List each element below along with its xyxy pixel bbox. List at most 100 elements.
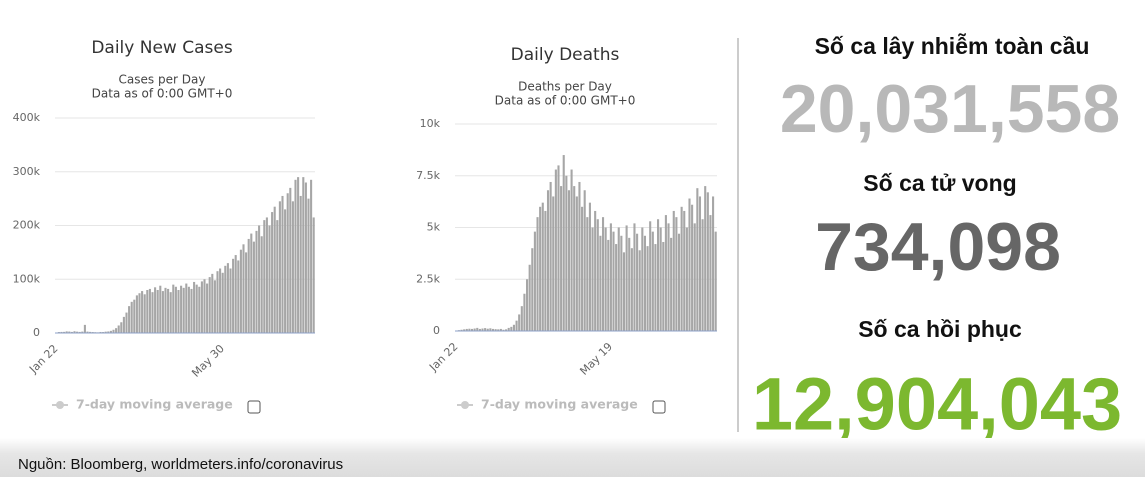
bar bbox=[546, 190, 550, 331]
bar bbox=[128, 306, 131, 333]
bar bbox=[302, 177, 305, 333]
bar bbox=[691, 204, 694, 331]
bar bbox=[557, 165, 560, 331]
bar bbox=[468, 328, 471, 331]
bar bbox=[177, 290, 180, 333]
bar bbox=[620, 235, 623, 331]
bar bbox=[630, 248, 633, 331]
bar bbox=[138, 293, 141, 333]
bar bbox=[491, 328, 495, 331]
bar bbox=[289, 187, 292, 333]
bar bbox=[518, 314, 521, 331]
bar bbox=[712, 196, 715, 331]
bar bbox=[570, 169, 573, 331]
legend-dot bbox=[461, 401, 469, 409]
bar bbox=[651, 231, 654, 331]
bar bbox=[159, 285, 162, 333]
bar bbox=[465, 328, 468, 331]
bar bbox=[549, 181, 552, 331]
bar bbox=[151, 292, 154, 333]
bar bbox=[709, 215, 712, 331]
bar bbox=[278, 201, 281, 333]
bar bbox=[560, 186, 563, 331]
bar bbox=[284, 209, 287, 333]
bar bbox=[187, 286, 190, 333]
bar bbox=[294, 179, 297, 333]
chart-subtitle: Data as of 0:00 GMT+0 bbox=[92, 87, 233, 101]
bar bbox=[659, 227, 662, 331]
bar bbox=[476, 327, 479, 331]
bar bbox=[688, 198, 691, 331]
bar bbox=[156, 290, 159, 333]
bar bbox=[208, 277, 211, 333]
bar bbox=[607, 239, 610, 331]
bar bbox=[704, 186, 707, 331]
footer-bar bbox=[0, 438, 1145, 477]
bar bbox=[232, 258, 235, 333]
bar bbox=[523, 293, 526, 331]
bar bbox=[567, 190, 571, 331]
bar bbox=[541, 202, 544, 331]
y-tick-label: 2.5k bbox=[416, 272, 440, 285]
bar bbox=[263, 220, 266, 333]
chart-title: Daily Deaths bbox=[511, 45, 620, 65]
bar bbox=[297, 177, 300, 333]
bar bbox=[221, 272, 224, 333]
bar bbox=[470, 328, 474, 331]
bar bbox=[310, 179, 313, 333]
legend-checkbox[interactable] bbox=[652, 400, 666, 414]
bar bbox=[273, 206, 276, 333]
bar bbox=[638, 250, 641, 331]
bar bbox=[617, 227, 620, 331]
bar bbox=[499, 328, 502, 331]
bar bbox=[154, 287, 157, 333]
bar bbox=[120, 322, 123, 333]
bar bbox=[133, 299, 136, 333]
bar bbox=[536, 217, 539, 331]
bar bbox=[125, 312, 128, 333]
chart-subtitle: Data as of 0:00 GMT+0 bbox=[495, 94, 636, 108]
bar bbox=[683, 210, 686, 331]
bar bbox=[250, 233, 253, 333]
bar bbox=[78, 331, 81, 333]
bar bbox=[143, 294, 146, 333]
bar bbox=[216, 271, 219, 333]
bar bbox=[122, 316, 125, 333]
bar bbox=[203, 279, 206, 333]
bar bbox=[239, 249, 242, 333]
bar bbox=[636, 233, 639, 331]
bar bbox=[596, 219, 599, 331]
bar bbox=[112, 329, 115, 333]
bar bbox=[604, 227, 607, 331]
bar bbox=[148, 288, 151, 333]
bar bbox=[60, 331, 63, 333]
bar bbox=[200, 281, 203, 333]
chart-title: Daily New Cases bbox=[91, 38, 233, 58]
bar bbox=[213, 280, 216, 333]
bar bbox=[268, 225, 271, 333]
bar bbox=[698, 196, 702, 331]
y-tick-label: 5k bbox=[427, 221, 441, 234]
x-tick-label: Jan 22 bbox=[26, 342, 60, 376]
bar bbox=[70, 331, 73, 333]
bar bbox=[649, 221, 652, 331]
bar bbox=[583, 190, 586, 331]
bar bbox=[573, 186, 576, 331]
bar bbox=[565, 175, 568, 331]
legend-checkbox[interactable] bbox=[247, 400, 261, 414]
stat-value: 12,904,043 bbox=[752, 363, 1122, 446]
bar bbox=[172, 284, 175, 333]
bar bbox=[622, 252, 626, 331]
bar bbox=[552, 196, 555, 331]
bar bbox=[494, 329, 497, 331]
bar bbox=[701, 219, 704, 331]
bar bbox=[685, 227, 688, 331]
x-tick-label: May 19 bbox=[577, 340, 615, 378]
bar bbox=[562, 155, 565, 331]
bar bbox=[164, 287, 167, 333]
bar bbox=[486, 328, 489, 331]
source: Nguồn: Bloomberg, worldmeters.info/coron… bbox=[18, 456, 343, 473]
bar bbox=[130, 301, 133, 333]
stat-label: Số ca hồi phục bbox=[858, 316, 1022, 342]
bar bbox=[193, 281, 196, 333]
